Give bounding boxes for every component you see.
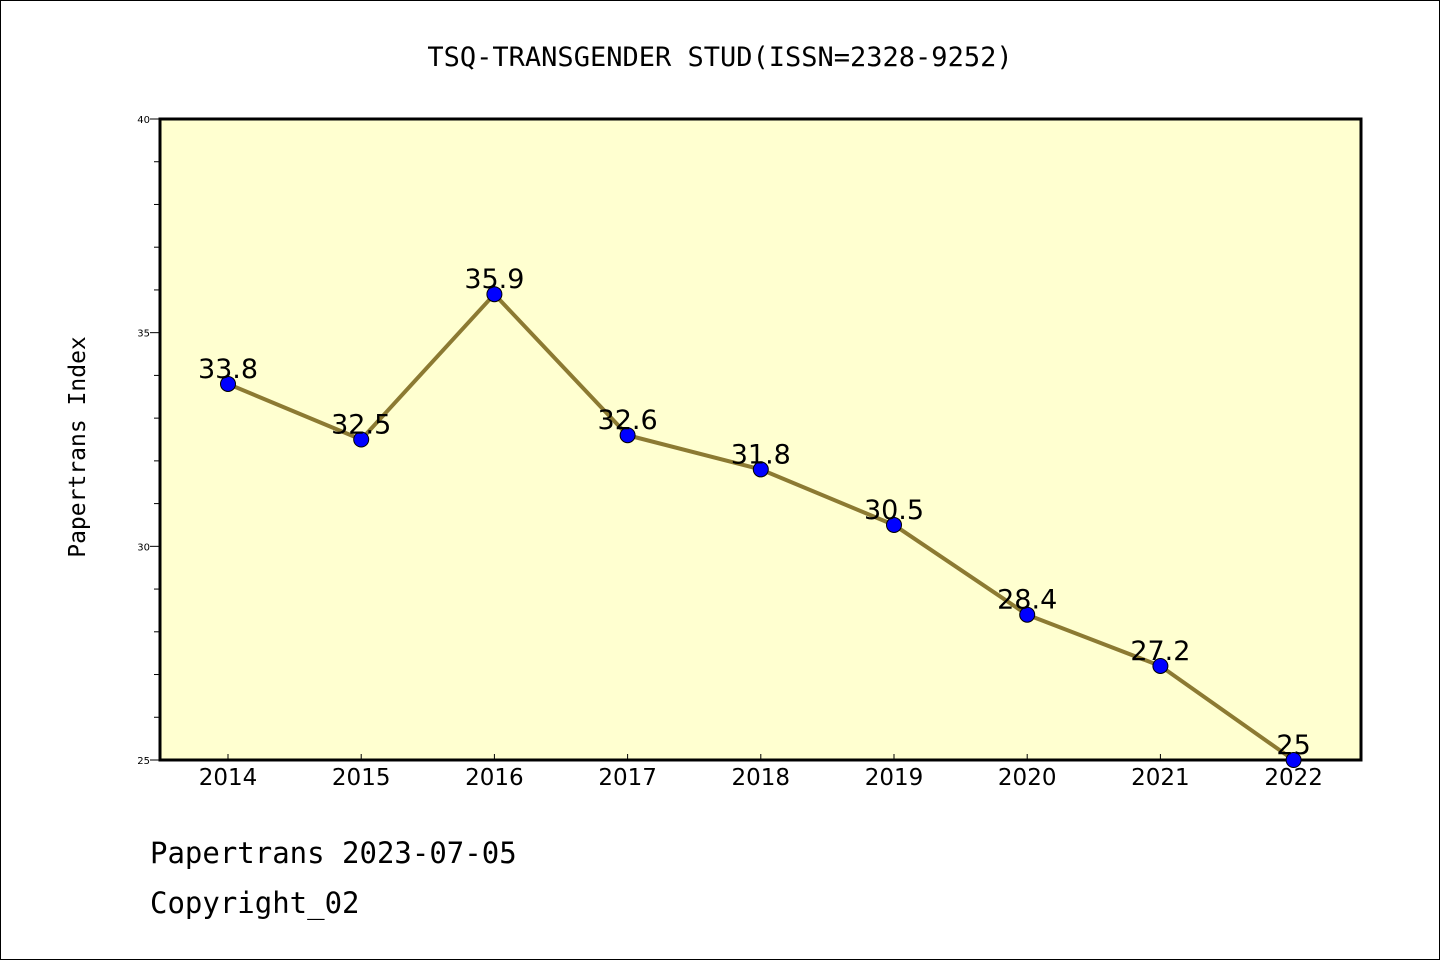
data-label: 32.6 <box>598 405 658 436</box>
x-tick-label: 2021 <box>1131 765 1190 791</box>
y-tick-label: 30 <box>137 542 150 553</box>
data-labels: 33.8 32.5 35.9 32.6 31.8 30.5 28.4 27.2 25 <box>198 264 1311 761</box>
data-point <box>220 375 236 392</box>
footer-copyright: Copyright_02 <box>150 886 360 920</box>
x-tick-label: 2014 <box>199 765 258 791</box>
data-label: 27.2 <box>1130 636 1190 667</box>
data-markers <box>220 286 1302 768</box>
data-label: 31.8 <box>731 439 791 470</box>
data-point <box>619 427 636 444</box>
x-axis-ticks: 2014 2015 2016 2017 2018 2019 2020 2021 2022 <box>199 754 1323 791</box>
x-tick-label: 2017 <box>598 765 657 791</box>
x-tick-label: 2016 <box>465 765 524 791</box>
data-point <box>1019 606 1036 623</box>
chart-title: TSQ-TRANSGENDER STUD(ISSN=2328-9252) <box>427 42 1012 73</box>
x-tick-label: 2022 <box>1264 765 1323 791</box>
data-label: 33.8 <box>198 354 258 385</box>
y-tick-label: 35 <box>137 329 150 340</box>
y-axis-ticks: 25 30 35 40 <box>137 115 160 767</box>
x-tick-label: 2019 <box>865 765 924 791</box>
data-point <box>353 431 370 448</box>
y-tick-label: 40 <box>137 115 150 126</box>
data-label: 35.9 <box>464 264 524 295</box>
x-tick-label: 2015 <box>332 765 391 791</box>
data-point <box>1152 657 1169 674</box>
data-point <box>752 461 769 478</box>
data-point <box>1285 752 1302 768</box>
x-tick-label: 2018 <box>732 765 791 791</box>
data-label: 30.5 <box>864 495 924 526</box>
data-label: 25 <box>1276 730 1310 761</box>
data-label: 28.4 <box>997 585 1057 616</box>
y-axis-label: Papertrans Index <box>65 336 91 558</box>
data-point <box>886 516 902 533</box>
footer-date: Papertrans 2023-07-05 <box>150 836 517 870</box>
data-label: 32.5 <box>331 410 391 441</box>
y-tick-label: 25 <box>137 756 150 767</box>
x-tick-label: 2020 <box>998 765 1057 791</box>
data-point <box>486 286 503 303</box>
